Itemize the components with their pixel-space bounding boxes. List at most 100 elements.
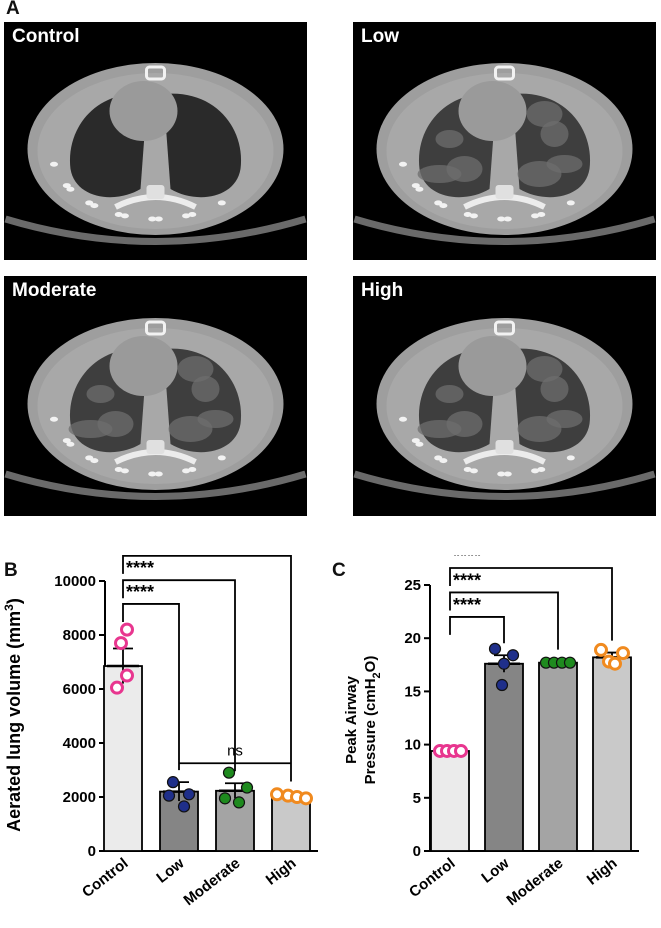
rib: [439, 458, 448, 464]
y-tick-label: 10000: [54, 573, 96, 590]
rib: [497, 471, 506, 477]
data-point-control: [120, 668, 134, 683]
rib: [62, 438, 71, 444]
significance-label: ****: [453, 570, 481, 590]
rib: [503, 216, 512, 222]
x-tick-label-high: High: [263, 855, 300, 889]
ct-scan-drawing: [353, 63, 656, 245]
data-point-high: [299, 791, 313, 806]
data-point-moderate: [240, 781, 254, 794]
vertebra: [495, 185, 514, 199]
bar-high: [592, 656, 632, 852]
rib: [182, 468, 191, 474]
vertebra: [146, 185, 165, 199]
rib: [50, 416, 59, 422]
data-point-high: [616, 646, 630, 661]
significance-label: ****: [126, 582, 154, 602]
rib: [566, 200, 575, 206]
vertebra: [146, 440, 165, 454]
ct-scan-moderate: Moderate: [4, 276, 307, 516]
ct-label-high: High: [361, 280, 404, 301]
x-tick-label-low: Low: [153, 855, 187, 887]
bar-moderate: [538, 661, 578, 852]
right-lung: [163, 93, 242, 198]
sternum: [494, 65, 515, 81]
x-tick-label-low: Low: [478, 855, 512, 887]
rib: [66, 441, 75, 447]
consolidation: [540, 121, 569, 147]
y-tick-label: 6000: [63, 681, 96, 698]
data-point-high: [270, 787, 284, 802]
rib: [114, 466, 123, 472]
data-point-low: [177, 800, 191, 813]
y-axis-label-line2: Pressure (cmH2O): [362, 656, 383, 785]
panel-letter-a: A: [6, 0, 20, 19]
bar-low: [484, 662, 524, 852]
data-point-control: [120, 622, 134, 637]
consolidation: [540, 376, 569, 402]
rib: [415, 186, 424, 192]
panel-letter-b: B: [4, 560, 18, 581]
rib: [439, 203, 448, 209]
rib: [463, 211, 472, 217]
rib: [50, 161, 59, 167]
bar-control: [103, 665, 143, 852]
consolidation: [417, 420, 462, 438]
consolidation: [435, 130, 464, 148]
rib: [415, 441, 424, 447]
consolidation: [68, 420, 113, 438]
y-tick-label: 20: [404, 630, 421, 647]
rib: [188, 466, 197, 472]
rib: [154, 471, 163, 477]
data-point-low: [488, 642, 502, 655]
data-point-control: [110, 680, 124, 695]
y-axis-label: Aerated lung volume (mm3): [2, 598, 24, 832]
y-axis-label-line1: Peak Airway: [343, 675, 360, 763]
consolidation: [191, 376, 220, 402]
significance-label: ****: [126, 558, 154, 578]
rib: [463, 466, 472, 472]
heart: [458, 336, 527, 396]
scanner-bed: [353, 470, 656, 500]
data-point-moderate: [232, 796, 246, 809]
data-point-moderate: [218, 792, 232, 805]
ct-scan-drawing: [4, 318, 307, 500]
consolidation: [517, 161, 562, 187]
y-tick-label: 5: [413, 790, 421, 807]
scanner-bed: [4, 470, 307, 500]
rib: [531, 468, 540, 474]
y-tick-label: 0: [413, 843, 421, 860]
data-point-low: [497, 657, 511, 670]
consolidation: [417, 165, 462, 183]
rib: [62, 183, 71, 189]
data-point-high: [594, 642, 608, 657]
significance-label: ****: [453, 555, 481, 566]
sternum: [145, 65, 166, 81]
bar-control: [430, 750, 470, 852]
data-point-control: [454, 743, 468, 758]
rib: [217, 200, 226, 206]
ct-scan-drawing: [353, 318, 656, 500]
significance-bracket: [449, 616, 505, 644]
rib: [531, 213, 540, 219]
sternum: [494, 320, 515, 336]
bar-high: [271, 796, 311, 852]
y-tick-label: 25: [404, 577, 421, 594]
rib: [182, 213, 191, 219]
consolidation: [86, 385, 115, 403]
scanner-bed: [353, 215, 656, 245]
heart: [458, 81, 527, 141]
consolidation: [435, 385, 464, 403]
rib: [90, 203, 99, 209]
data-point-low: [182, 788, 196, 801]
data-point-low: [506, 649, 520, 662]
significance-label: ****: [453, 595, 481, 615]
rib: [399, 161, 408, 167]
data-point-low: [166, 776, 180, 789]
significance-bracket: [122, 555, 292, 782]
heart: [109, 336, 178, 396]
ct-label-control: Control: [12, 26, 80, 47]
ct-scan-low: Low: [353, 22, 656, 260]
sternum: [145, 320, 166, 336]
